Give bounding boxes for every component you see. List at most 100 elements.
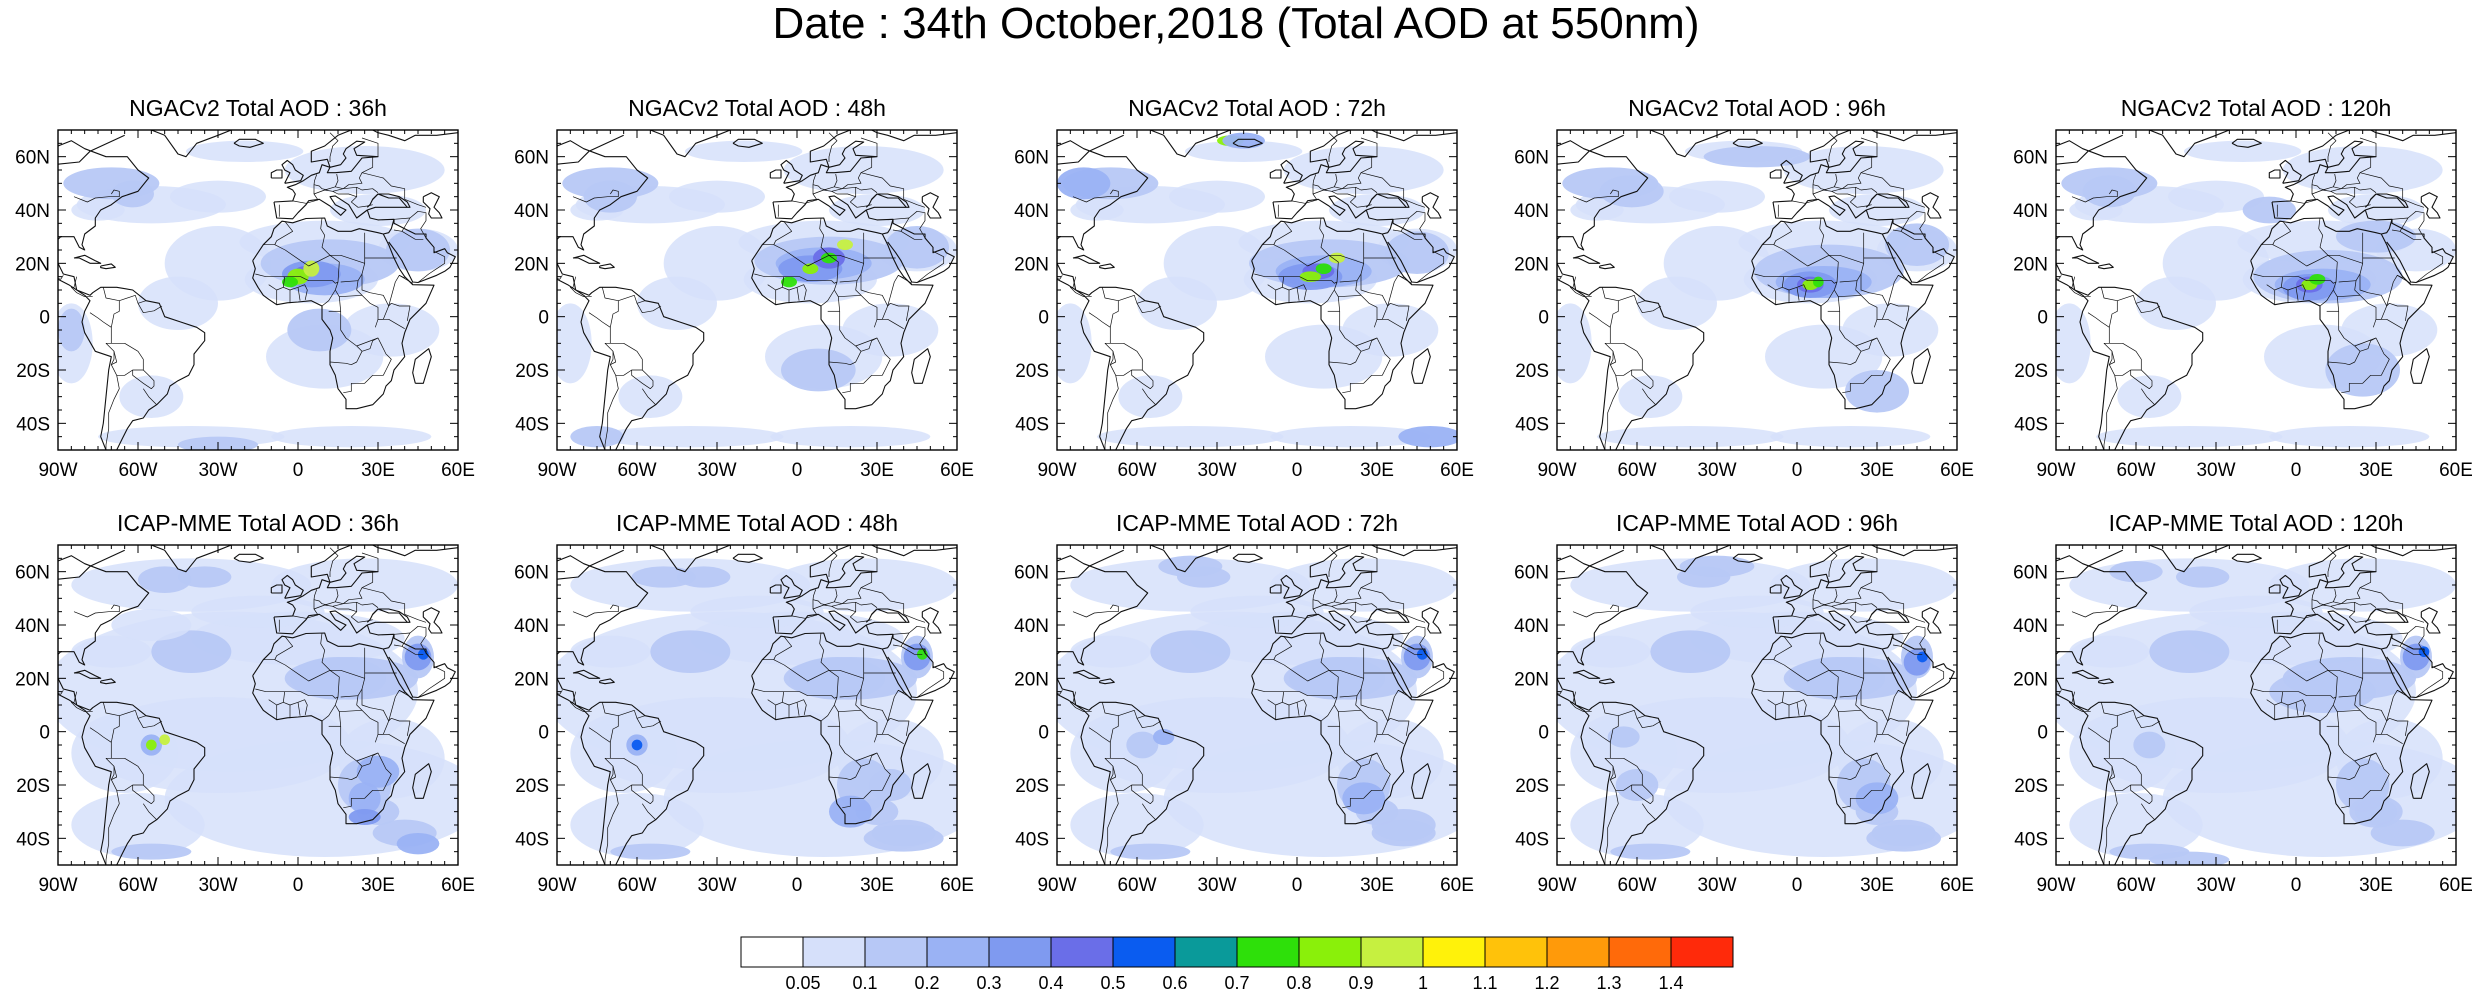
coastline [1387, 634, 1455, 699]
country-border [1903, 198, 1926, 208]
country-border [143, 803, 157, 820]
colorbar-swatch [740, 936, 804, 968]
country-border [2359, 678, 2409, 736]
aod-patch [1669, 180, 1765, 213]
coastline [1072, 254, 1101, 264]
country-border [2266, 670, 2338, 706]
country-border [283, 699, 308, 715]
country-border [2399, 231, 2422, 240]
aod-patch [2269, 558, 2456, 612]
country-border [70, 691, 93, 713]
aod-patch [1385, 231, 1449, 274]
aod-patch [1607, 726, 1640, 748]
colorbar-label: 0.4 [1038, 973, 1063, 993]
country-border [1323, 588, 1338, 606]
country-border [361, 263, 411, 321]
lon-label: 0 [2291, 460, 2302, 481]
aod-patch [2136, 276, 2216, 331]
country-border [485, 230, 538, 247]
country-border [1392, 217, 1410, 220]
country-border [1820, 704, 1835, 722]
country-border [1320, 704, 1335, 722]
coastline [1751, 217, 1934, 410]
lat-label: 60N [15, 563, 50, 584]
aod-patch [570, 793, 704, 857]
country-border [1331, 190, 1356, 198]
aod-patch [1057, 167, 1111, 200]
country-border [297, 287, 301, 301]
country-border [320, 632, 331, 671]
panel-title: ICAP-MME Total AOD : 72h [1116, 510, 1398, 536]
country-border [860, 552, 878, 572]
country-border [1631, 784, 1654, 805]
country-border [350, 187, 373, 208]
country-border [1762, 635, 1793, 661]
lat-label: 0 [2037, 723, 2048, 744]
country-border [2391, 632, 2409, 635]
country-border [1319, 632, 1330, 671]
country-border [137, 303, 163, 314]
country-border [604, 742, 643, 791]
country-border [1569, 276, 1592, 298]
country-border [1849, 602, 1872, 623]
lat-label: 60N [15, 148, 50, 169]
aod-patch [1190, 595, 1324, 628]
country-border [343, 337, 392, 394]
country-border [2056, 275, 2062, 280]
aod-patch [1185, 140, 1303, 162]
country-border [1898, 274, 1904, 279]
aod-patch [863, 825, 944, 852]
lon-label: 30E [1860, 875, 1894, 896]
country-border [1820, 289, 1835, 307]
country-border [1916, 250, 1945, 283]
country-border [572, 604, 619, 618]
lon-label: 30E [361, 460, 395, 481]
country-border [900, 231, 923, 240]
coastline [422, 607, 443, 634]
country-border [860, 752, 878, 767]
country-border [569, 691, 592, 713]
country-border [268, 670, 340, 706]
aod-patch [348, 809, 381, 825]
lat-label: 40S [16, 414, 50, 435]
lat-label: 20N [1514, 254, 1549, 275]
country-border [2056, 690, 2062, 695]
aod-patch [1070, 199, 1124, 221]
country-border [0, 230, 39, 247]
country-border [361, 337, 379, 352]
aod-patch [2133, 731, 2166, 759]
colorbar-swatch [864, 936, 928, 968]
country-border [2068, 691, 2091, 713]
lat-label: 40N [1514, 616, 1549, 637]
lon-label: 30E [2359, 875, 2393, 896]
country-border [636, 718, 662, 729]
country-border [1828, 547, 1838, 577]
coastline [273, 545, 379, 618]
country-border [831, 605, 856, 613]
aod-patch [1842, 303, 1939, 357]
country-border [1142, 803, 1156, 820]
lon-label: 30W [2196, 875, 2235, 896]
country-border [1360, 263, 1410, 321]
lon-label: 0 [1792, 875, 1803, 896]
country-border [105, 790, 120, 865]
country-border [1860, 587, 1905, 615]
aod-patch [2341, 303, 2438, 357]
coastline [273, 130, 379, 203]
lon-label: 90W [1537, 875, 1576, 896]
aod-patch [1126, 731, 1159, 759]
country-border [1416, 250, 1445, 283]
aod-patch [1597, 426, 1784, 448]
country-border [834, 601, 878, 608]
country-border [2333, 186, 2377, 193]
country-border [1312, 184, 1327, 194]
colorbar-swatch [1298, 936, 1362, 968]
lon-label: 60E [441, 460, 475, 481]
colorbar-swatch [802, 936, 866, 968]
country-border [1812, 174, 1817, 185]
coastline [871, 193, 907, 208]
lat-label: 40N [1014, 616, 1049, 637]
aod-patch [631, 739, 643, 751]
country-border [1131, 784, 1154, 805]
country-border [2311, 184, 2326, 194]
